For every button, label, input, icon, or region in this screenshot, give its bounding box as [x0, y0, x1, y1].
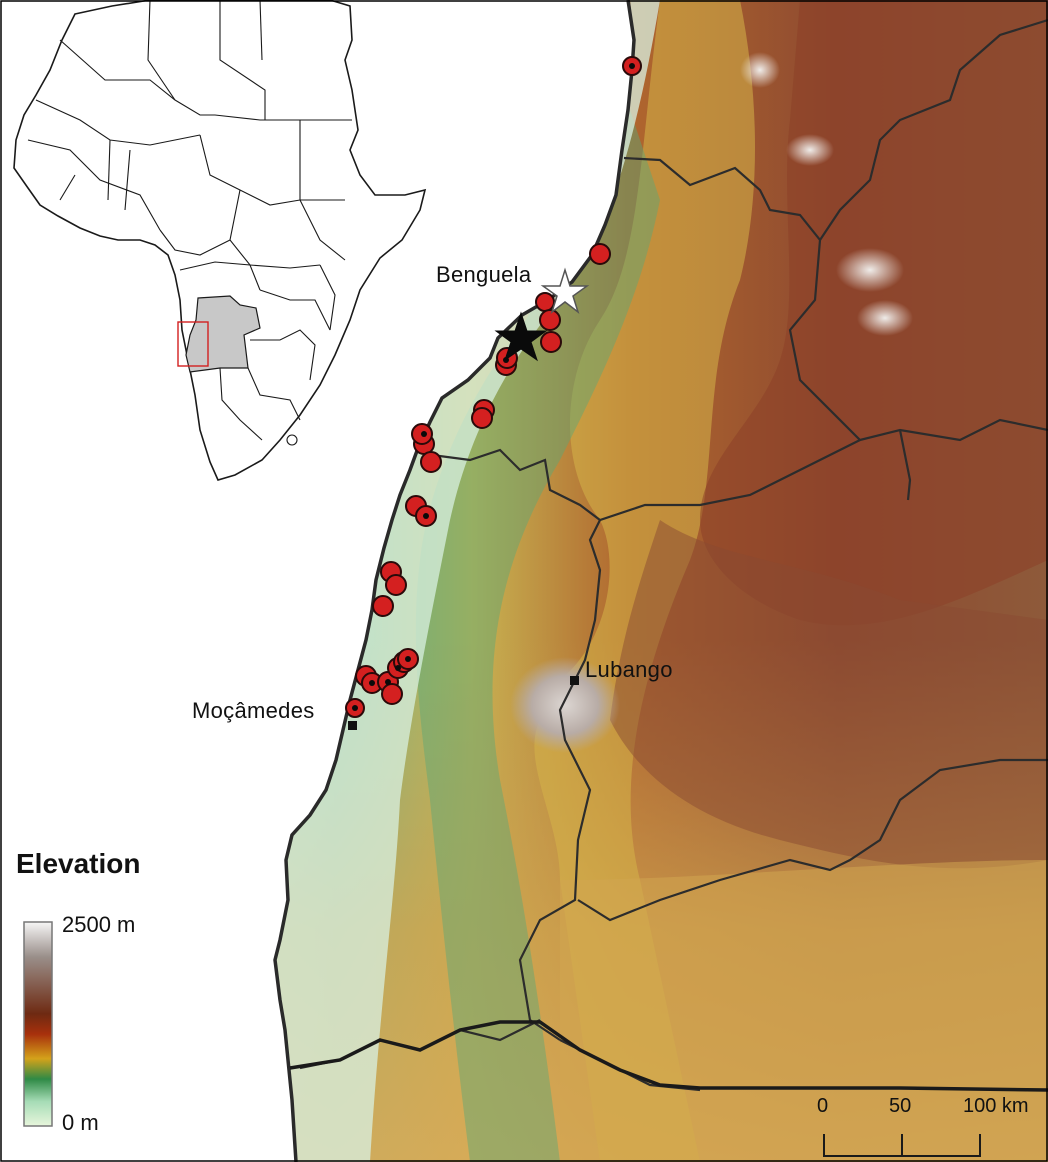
black-star-marker	[494, 311, 548, 362]
legend-title: Elevation	[16, 848, 141, 879]
africa-outline	[13, 0, 427, 481]
elevation-color-ramp	[23, 921, 53, 1127]
record-point	[540, 331, 562, 353]
mocamedes-marker	[348, 721, 357, 730]
national-border	[289, 1020, 1048, 1092]
record-point	[589, 243, 611, 265]
legend-max-label: 2500 m	[62, 912, 136, 937]
coastline	[273, 0, 636, 1162]
record-point	[381, 683, 403, 705]
inset-study-area-box	[177, 321, 209, 367]
lubango-label: Lubango	[585, 657, 673, 682]
benguela-label: Benguela	[436, 262, 532, 287]
record-point	[420, 451, 442, 473]
record-point	[385, 574, 407, 596]
mocamedes-label: Moçâmedes	[192, 698, 315, 723]
record-point-centers	[352, 63, 635, 711]
scale-bar	[823, 1134, 981, 1157]
scale-tick-100: 100 km	[963, 1095, 1029, 1117]
white-star-marker	[540, 267, 590, 315]
record-point	[372, 595, 394, 617]
legend-min-label: 0 m	[62, 1110, 99, 1135]
record-point	[535, 292, 555, 312]
angola-shape	[185, 295, 261, 373]
inset-africa-map	[13, 0, 427, 481]
scale-tick-50: 50	[889, 1095, 912, 1117]
record-point	[539, 309, 561, 331]
lubango-marker	[570, 676, 579, 685]
scale-tick-0: 0	[817, 1095, 829, 1117]
record-point	[471, 407, 493, 429]
